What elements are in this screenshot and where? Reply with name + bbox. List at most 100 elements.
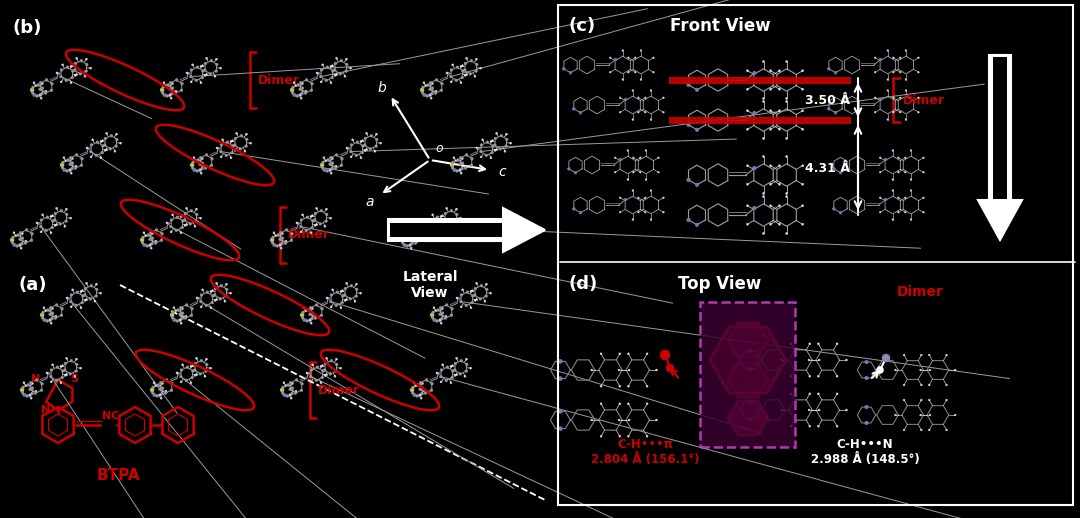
Circle shape: [205, 304, 207, 307]
Circle shape: [35, 392, 37, 395]
Circle shape: [306, 320, 309, 322]
Circle shape: [150, 247, 152, 249]
Circle shape: [426, 390, 427, 392]
Circle shape: [910, 150, 912, 151]
Circle shape: [905, 79, 907, 80]
Circle shape: [350, 143, 353, 147]
Circle shape: [85, 299, 87, 300]
Circle shape: [172, 214, 174, 216]
Circle shape: [375, 145, 378, 148]
Circle shape: [627, 57, 630, 59]
Circle shape: [442, 214, 444, 217]
Circle shape: [420, 88, 424, 92]
Circle shape: [770, 110, 771, 112]
Circle shape: [446, 366, 449, 369]
Circle shape: [295, 379, 298, 381]
Circle shape: [62, 64, 64, 66]
Circle shape: [210, 367, 212, 369]
Circle shape: [195, 373, 198, 376]
Circle shape: [291, 397, 293, 399]
Circle shape: [615, 58, 617, 61]
Circle shape: [326, 159, 329, 161]
Circle shape: [450, 163, 454, 167]
Circle shape: [281, 392, 284, 394]
Circle shape: [193, 157, 195, 159]
Circle shape: [579, 211, 582, 214]
Circle shape: [818, 375, 820, 377]
Circle shape: [791, 343, 792, 345]
Circle shape: [55, 304, 58, 306]
Circle shape: [575, 171, 577, 174]
Circle shape: [76, 57, 78, 59]
Circle shape: [217, 147, 219, 150]
Circle shape: [315, 379, 318, 382]
Circle shape: [476, 147, 478, 149]
Circle shape: [646, 435, 648, 437]
Circle shape: [922, 157, 924, 159]
Circle shape: [897, 211, 900, 213]
Circle shape: [194, 362, 197, 365]
Circle shape: [39, 88, 41, 91]
Circle shape: [220, 156, 222, 158]
Circle shape: [63, 157, 65, 159]
Circle shape: [181, 308, 184, 309]
Circle shape: [480, 67, 482, 69]
Circle shape: [329, 65, 332, 67]
Circle shape: [145, 235, 147, 237]
Circle shape: [25, 385, 27, 386]
Circle shape: [494, 137, 497, 140]
Circle shape: [879, 157, 881, 159]
Circle shape: [219, 297, 221, 300]
Circle shape: [360, 292, 362, 294]
Text: 2.804 Å (156.1°): 2.804 Å (156.1°): [591, 453, 699, 467]
Circle shape: [81, 295, 84, 297]
Circle shape: [663, 111, 664, 113]
Circle shape: [632, 219, 634, 220]
Circle shape: [639, 171, 642, 173]
Circle shape: [401, 241, 404, 244]
Circle shape: [71, 157, 73, 160]
Circle shape: [457, 159, 459, 161]
Circle shape: [478, 297, 482, 300]
Circle shape: [420, 397, 422, 399]
Circle shape: [307, 372, 310, 375]
Circle shape: [330, 359, 333, 362]
Circle shape: [619, 353, 621, 355]
Circle shape: [450, 307, 454, 310]
Circle shape: [94, 300, 96, 302]
Circle shape: [293, 82, 295, 84]
Circle shape: [463, 69, 467, 71]
Circle shape: [300, 313, 303, 317]
Circle shape: [332, 69, 334, 73]
Circle shape: [141, 236, 145, 239]
Circle shape: [301, 82, 303, 84]
Text: N: N: [41, 405, 51, 415]
Circle shape: [770, 223, 771, 225]
Circle shape: [172, 82, 174, 84]
Circle shape: [762, 233, 765, 235]
Circle shape: [465, 57, 468, 59]
Circle shape: [460, 217, 461, 219]
Circle shape: [475, 299, 477, 300]
Text: Front View: Front View: [670, 17, 770, 35]
Circle shape: [29, 388, 31, 391]
Circle shape: [162, 382, 163, 384]
Circle shape: [920, 414, 921, 416]
Circle shape: [53, 219, 56, 221]
Circle shape: [457, 297, 460, 300]
Circle shape: [834, 111, 837, 114]
Circle shape: [875, 111, 876, 113]
Circle shape: [45, 320, 49, 322]
Circle shape: [451, 365, 454, 367]
Circle shape: [313, 219, 316, 221]
Circle shape: [310, 232, 312, 234]
Circle shape: [148, 244, 151, 247]
Circle shape: [558, 377, 563, 381]
Circle shape: [781, 359, 783, 361]
Circle shape: [174, 92, 177, 94]
Circle shape: [376, 138, 378, 141]
Circle shape: [346, 299, 348, 300]
Circle shape: [149, 238, 151, 241]
Circle shape: [24, 242, 27, 244]
Circle shape: [905, 119, 907, 120]
